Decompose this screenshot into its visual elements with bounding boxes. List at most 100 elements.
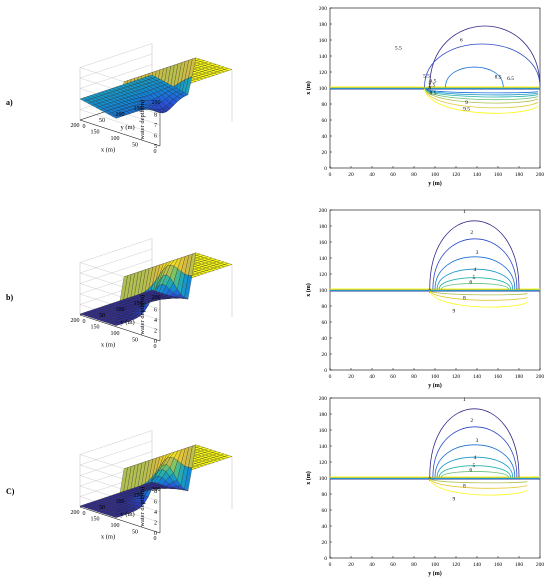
z-tick-label: 8 (154, 489, 157, 495)
contour-line (438, 465, 511, 478)
x-tick-label: 60 (390, 172, 396, 178)
surface-plot-b: 0246810050100150200050100150200x (m)y (m… (71, 238, 233, 350)
x-tick-label: 60 (390, 562, 396, 568)
contour-plot-b: 0 20 40 60 80 100 120 140 160 180 200 0 20 40 60 80 100 1… (305, 208, 545, 389)
y-tick-label: 200 (319, 396, 328, 402)
y-axis-label: x (m) (305, 81, 312, 95)
contour-label: 7 (428, 477, 431, 483)
contour-label: 6.5 (429, 78, 436, 84)
contour-label: 9 (465, 100, 468, 106)
y-tick-label: 60 (322, 508, 328, 514)
row-label-c: C) (6, 487, 15, 496)
surface-cell (148, 289, 157, 293)
y-tick-label: 140 (319, 444, 328, 450)
z-tick-label: 8 (154, 113, 157, 119)
surface-plot-a: 5678910050100150200050100150200x (m)y (m… (71, 43, 233, 155)
contour-line (424, 88, 539, 104)
x-tick-label: 20 (348, 562, 354, 568)
x-axis (79, 506, 161, 534)
x-tick-label: 80 (411, 172, 417, 178)
contour-label: 5.5 (423, 74, 430, 80)
x-tick-label: 120 (452, 374, 461, 380)
y-tick-label: 60 (322, 118, 328, 124)
contour-label: 5 (472, 463, 475, 469)
contour-label: 7 (428, 81, 431, 87)
contour-label: 9 (453, 496, 456, 502)
y-tick-label: 50 (99, 313, 105, 319)
y-tick-label: 50 (99, 118, 105, 124)
x-tick-label: 100 (111, 136, 120, 142)
contour-label: 1 (463, 397, 466, 403)
contour-label: 1 (463, 209, 466, 215)
contour-plot-c: 0 20 40 60 80 100 120 140 160 180 200 0 20 40 60 80 100 1… (305, 396, 545, 577)
y-tick-label: 50 (99, 505, 105, 511)
y-tick-label: 180 (319, 224, 328, 230)
y-tick-label: 100 (319, 476, 328, 482)
x-tick-label: 0 (154, 344, 157, 350)
x-axis-label: y (m) (428, 570, 442, 577)
y-tick-label: 100 (116, 499, 125, 505)
x-tick-label: 0 (154, 536, 157, 542)
z-axis-label: water depth(m) (139, 295, 146, 335)
y-axis-label: x (m) (305, 471, 312, 485)
x-tick-label: 180 (515, 562, 524, 568)
y-tick-label: 0 (83, 319, 86, 325)
y-tick-label: 200 (152, 100, 161, 106)
contour-label: 8.5 (429, 90, 436, 96)
x-tick-label: 100 (111, 523, 120, 529)
contour-line (445, 66, 504, 88)
contour-line (429, 478, 528, 489)
contour-line (424, 88, 539, 114)
z-tick-label: 4 (154, 510, 157, 516)
contour-line (424, 88, 539, 101)
x-tick-label: 120 (452, 172, 461, 178)
y-tick-label: 200 (152, 295, 161, 301)
y-axis-label: y (m) (120, 124, 134, 131)
contour-label: 5 (472, 275, 475, 281)
y-tick-label: 160 (319, 240, 328, 246)
z-axis-label: water depth(m) (139, 487, 146, 527)
contour-line (434, 256, 516, 290)
x-axis-label: x (m) (101, 534, 115, 541)
x-tick-label: 200 (536, 562, 545, 568)
y-tick-label: 100 (319, 86, 328, 92)
contour-label: 9.5 (463, 106, 470, 112)
x-tick-label: 40 (369, 562, 375, 568)
x-tick-label: 140 (473, 562, 482, 568)
x-tick-label: 200 (536, 172, 545, 178)
y-tick-label: 20 (322, 150, 328, 156)
contour-line (424, 43, 541, 88)
row-label-a: a) (6, 98, 13, 107)
z-tick-label: 5 (154, 144, 157, 150)
y-tick-label: 140 (319, 256, 328, 262)
y-axis-label: x (m) (305, 283, 312, 297)
x-axis-label: x (m) (101, 342, 115, 349)
x-tick-label: 200 (71, 318, 80, 324)
contour-label: 3 (476, 438, 479, 444)
x-tick-label: 100 (431, 172, 440, 178)
x-tick-label: 200 (536, 374, 545, 380)
contour-label: 8.5 (495, 74, 502, 80)
y-tick-label: 160 (319, 428, 328, 434)
x-tick-label: 50 (132, 143, 138, 149)
y-tick-label: 20 (322, 540, 328, 546)
x-tick-label: 180 (515, 374, 524, 380)
z-tick-label: 6 (154, 308, 157, 314)
z-axis-label: water depth(m) (139, 100, 146, 140)
x-tick-label: 160 (494, 374, 503, 380)
y-tick-label: 0 (324, 368, 327, 374)
y-tick-label: 120 (319, 460, 328, 466)
contour-label: 6.5 (507, 76, 514, 82)
x-tick-label: 0 (329, 374, 332, 380)
x-tick-label: 150 (91, 517, 100, 523)
y-axis-label: y (m) (120, 319, 134, 326)
x-tick-label: 100 (111, 331, 120, 337)
surface-plot-c: 0246810050100150200050100150200x (m)y (m… (71, 430, 233, 542)
x-tick-label: 160 (494, 562, 503, 568)
contour-label: 8 (428, 86, 431, 92)
contour-line (429, 290, 528, 301)
contour-label: 6 (460, 38, 463, 44)
x-tick-label: 100 (431, 562, 440, 568)
z-tick-label: 0 (154, 531, 157, 537)
surface-cell (147, 481, 157, 485)
